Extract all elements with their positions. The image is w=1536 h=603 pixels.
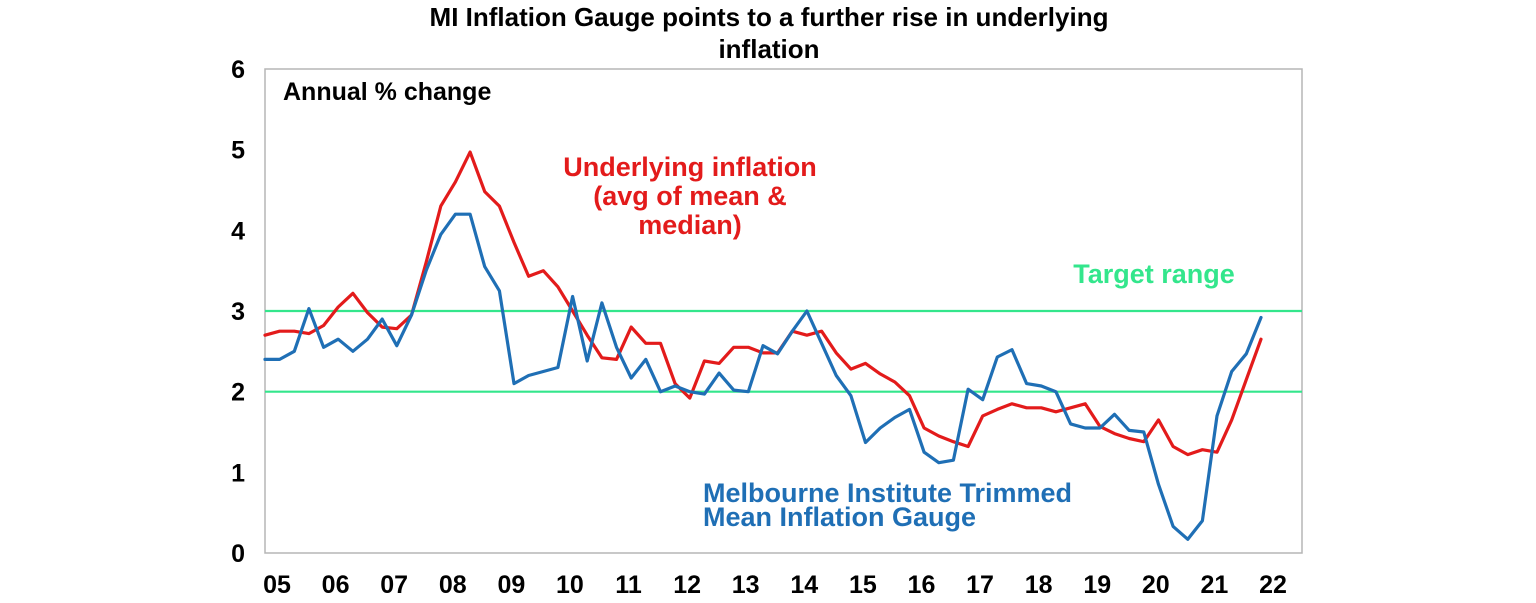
y-tick-label: 2: [231, 379, 245, 407]
y-tick-label: 0: [231, 540, 245, 568]
x-tick-label: 20: [1142, 571, 1170, 599]
x-tick-label: 11: [615, 571, 642, 599]
x-tick-label: 22: [1259, 571, 1287, 599]
y-axis-label: Annual % change: [283, 78, 491, 106]
target-range-label: Target range: [1073, 259, 1235, 289]
x-tick-label: 13: [732, 571, 760, 599]
chart-title-line-1: MI Inflation Gauge points to a further r…: [430, 2, 1109, 32]
x-tick-label: 08: [439, 571, 467, 599]
y-tick-label: 5: [231, 137, 245, 165]
x-tick-label: 05: [263, 571, 291, 599]
y-tick-label: 1: [231, 459, 245, 487]
x-tick-label: 17: [966, 571, 994, 599]
x-axis: 05 06 07 08 09 10 11 12 13 14 15 16 17 18 19 20 21 22: [263, 571, 1287, 599]
underlying-label-line-3: median): [638, 210, 742, 240]
underlying-label-line-2: (avg of mean &: [593, 181, 787, 211]
mi-gauge-label: Melbourne Institute Trimmed Mean Inflati…: [703, 478, 1072, 532]
y-tick-label: 6: [231, 56, 245, 84]
x-tick-label: 10: [556, 571, 584, 599]
target-range: [265, 309, 1302, 393]
x-tick-label: 09: [497, 571, 525, 599]
underlying-label-line-1: Underlying inflation: [563, 152, 817, 182]
y-tick-label: 4: [231, 217, 245, 245]
y-tick-label: 3: [231, 298, 245, 326]
underlying-inflation-line: [263, 150, 1263, 457]
x-tick-label: 21: [1200, 571, 1228, 599]
mi-label-line-1: Melbourne Institute Trimmed: [703, 478, 1072, 508]
x-tick-label: 14: [790, 571, 818, 599]
series-lines: [263, 150, 1263, 541]
x-tick-label: 16: [908, 571, 936, 599]
x-tick-label: 12: [673, 571, 701, 599]
x-tick-label: 15: [849, 571, 877, 599]
underlying-inflation-label: Underlying inflation (avg of mean & medi…: [563, 152, 817, 240]
chart-title-line-2: inflation: [718, 34, 819, 64]
x-tick-label: 07: [380, 571, 408, 599]
mi-label-line-2: Mean Inflation Gauge: [703, 502, 976, 532]
y-axis: 0 1 2 3 4 5 6: [231, 56, 245, 568]
x-tick-label: 18: [1025, 571, 1053, 599]
x-tick-label: 06: [322, 571, 350, 599]
x-tick-label: 19: [1083, 571, 1111, 599]
mi-inflation-gauge-line: [263, 212, 1263, 541]
